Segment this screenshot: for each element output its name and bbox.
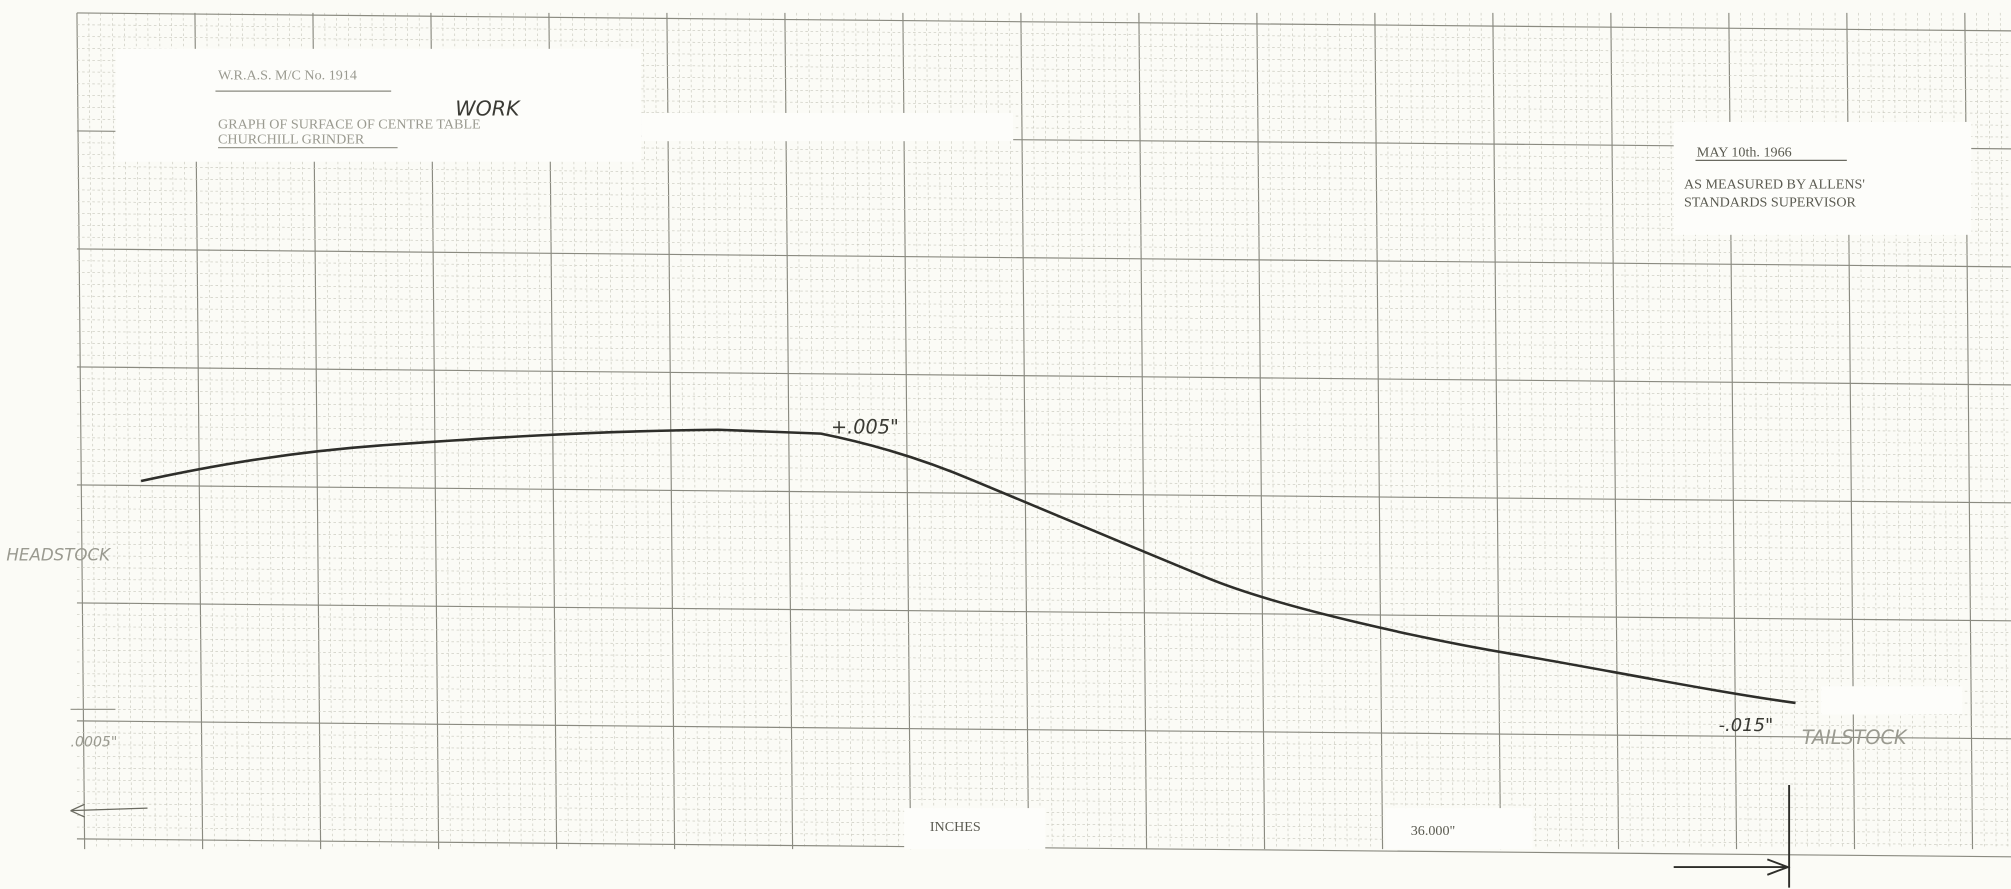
scale-label: .0005"	[71, 735, 118, 751]
label-patch	[641, 113, 1013, 141]
graph-sheet: W.R.A.S. M/C No. 1914 WORK GRAPH OF SURF…	[0, 0, 2011, 889]
label-patch	[1821, 686, 1962, 714]
sheet-subtitle: CHURCHILL GRINDER	[218, 132, 365, 148]
length-label: 36.000"	[1411, 823, 1456, 839]
stamp-date: MAY 10th. 1966	[1697, 145, 1792, 161]
label-patch	[115, 49, 641, 162]
peak-label: +.005"	[831, 416, 899, 439]
machine-number: W.R.A.S. M/C No. 1914	[218, 68, 357, 84]
headstock-label: HEADSTOCK	[6, 546, 112, 565]
stamp-line: STANDARDS SUPERVISOR	[1684, 195, 1857, 211]
sheet-title: GRAPH OF SURFACE OF CENTRE TABLE	[218, 116, 481, 132]
stamp-line: AS MEASURED BY ALLENS'	[1684, 177, 1865, 193]
tailstock-label: TAILSTOCK	[1802, 726, 1908, 749]
footer-patch	[1385, 808, 1532, 849]
page: {"header": {"machine": "W.R.A.S. M/C No.…	[0, 0, 2011, 889]
low-label: -.015"	[1719, 715, 1774, 736]
axis-label: INCHES	[930, 819, 981, 835]
